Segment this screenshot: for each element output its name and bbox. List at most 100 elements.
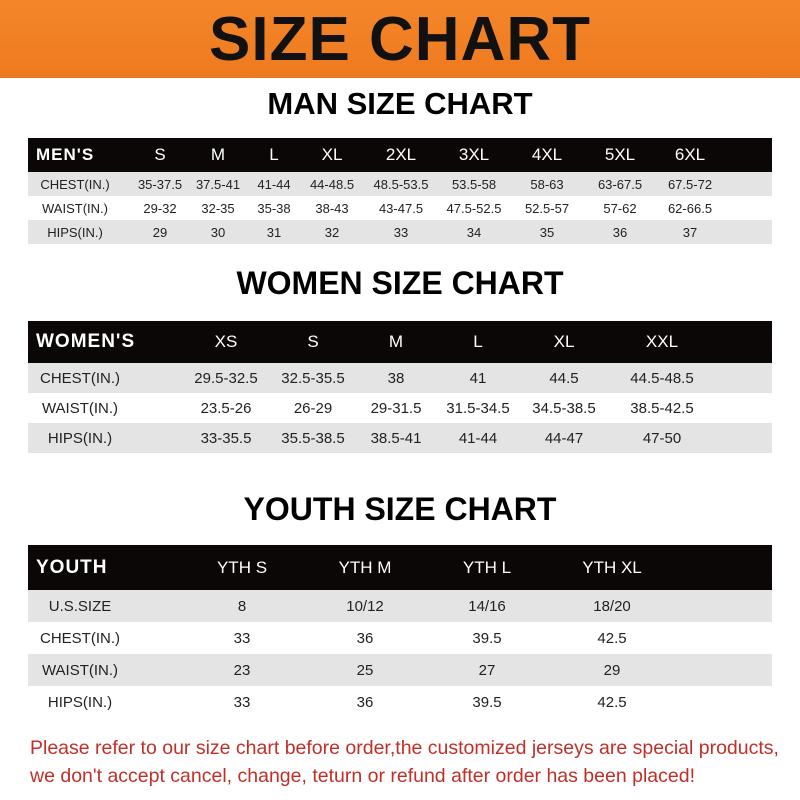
size-header-cell: 5XL xyxy=(604,145,636,164)
table-cell: 37.5-41 xyxy=(195,176,241,192)
table-cell: 63-67.5 xyxy=(597,176,643,192)
table-cell: 29 xyxy=(603,661,621,679)
table-row: WAIST(IN.) 23.5-26 26-29 29-31.5 31.5-34.5 34… xyxy=(28,393,772,423)
table-cell: 23.5-26 xyxy=(200,399,252,417)
measurement-label: WAIST(IN.) xyxy=(41,399,119,417)
table-cell: 48.5-53.5 xyxy=(373,176,429,192)
table-cell: 33-35.5 xyxy=(200,429,252,447)
table-cell: 62-66.5 xyxy=(667,200,713,216)
size-header-cell: 2XL xyxy=(385,145,417,164)
table-cell: 41-44 xyxy=(257,176,291,192)
measurement-label: CHEST(IN.) xyxy=(40,629,120,647)
youth-title: YOUTH SIZE CHART xyxy=(243,491,557,527)
table-cell: 37 xyxy=(682,224,698,240)
measurement-label: CHEST(IN.) xyxy=(40,176,110,192)
table-row: CHEST(IN.) 33 36 39.5 42.5 xyxy=(28,622,772,654)
table-cell: 36 xyxy=(612,224,628,240)
table-cell: 32.5-35.5 xyxy=(281,369,345,387)
table-cell: 8 xyxy=(237,597,247,615)
table-cell: 42.5 xyxy=(597,693,627,711)
measurement-label: HIPS(IN.) xyxy=(47,224,103,240)
table-cell: 58-63 xyxy=(530,176,564,192)
table-cell: 35 xyxy=(539,224,555,240)
size-header-cell: XXL xyxy=(645,332,679,351)
table-cell: 38.5-41 xyxy=(370,429,422,447)
size-header-cell: YTH S xyxy=(216,557,268,577)
size-header-cell: YTH L xyxy=(462,557,512,577)
table-cell: 53.5-58 xyxy=(451,176,497,192)
table-cell: 47-50 xyxy=(642,429,682,447)
table-cell: 44-48.5 xyxy=(309,176,355,192)
table-cell: 29.5-32.5 xyxy=(194,369,258,387)
size-header-cell: YTH XL xyxy=(582,557,642,577)
banner: SIZE CHART xyxy=(0,0,800,78)
table-cell: 33 xyxy=(393,224,409,240)
size-header-cell: L xyxy=(473,332,483,351)
size-header-cell: XS xyxy=(214,332,238,351)
table-cell: 35-37.5 xyxy=(137,176,183,192)
measurement-label: U.S.SIZE xyxy=(48,597,112,615)
table-title-cell: MEN'S xyxy=(36,145,95,164)
banner-title: SIZE CHART xyxy=(209,5,591,74)
table-cell: 29-31.5 xyxy=(370,399,422,417)
table-title-cell: YOUTH xyxy=(36,556,108,578)
table-cell: 34.5-38.5 xyxy=(532,399,596,417)
table-cell: 10/12 xyxy=(346,597,384,615)
size-header-cell: M xyxy=(388,332,404,351)
table-cell: 36 xyxy=(356,693,374,711)
size-header-cell: XL xyxy=(321,145,343,164)
table-cell: 18/20 xyxy=(593,597,631,615)
table-cell: 23 xyxy=(233,661,251,679)
table-cell: 42.5 xyxy=(597,629,627,647)
table-row: CHEST(IN.) 35-37.5 37.5-41 41-44 44-48.5 48.5… xyxy=(28,172,772,196)
size-header-cell: 6XL xyxy=(674,145,706,164)
table-cell: 29 xyxy=(152,224,168,240)
men-title: MAN SIZE CHART xyxy=(267,86,533,121)
size-header-cell: 4XL xyxy=(531,145,563,164)
women-title: WOMEN SIZE CHART xyxy=(236,265,564,301)
table-cell: 44.5 xyxy=(549,369,579,387)
measurement-label: HIPS(IN.) xyxy=(47,429,113,447)
table-cell: 27 xyxy=(478,661,496,679)
table-cell: 31 xyxy=(266,224,282,240)
table-cell: 39.5 xyxy=(472,629,502,647)
size-header-cell: XL xyxy=(553,332,575,351)
table-row: U.S.SIZE 8 10/12 14/16 18/20 xyxy=(28,590,772,622)
size-header-cell: M xyxy=(210,145,226,164)
table-cell: 32 xyxy=(324,224,340,240)
table-header-row: WOMEN'S XS S M L XL XXL xyxy=(28,321,772,363)
table-cell: 44-47 xyxy=(544,429,584,447)
table-cell: 36 xyxy=(356,629,374,647)
table-cell: 43-47.5 xyxy=(378,200,424,216)
table-row: WAIST(IN.) 23 25 27 29 xyxy=(28,654,772,686)
disclaimer-line-1: Please refer to our size chart before or… xyxy=(30,737,779,759)
table-cell: 14/16 xyxy=(468,597,506,615)
measurement-label: HIPS(IN.) xyxy=(47,693,113,711)
table-cell: 25 xyxy=(356,661,374,679)
table-cell: 33 xyxy=(233,693,251,711)
measurement-label: WAIST(IN.) xyxy=(42,200,108,216)
measurement-label: WAIST(IN.) xyxy=(41,661,119,679)
table-cell: 41-44 xyxy=(458,429,498,447)
table-title-cell: WOMEN'S xyxy=(36,331,136,352)
table-row: HIPS(IN.) 29 30 31 32 33 34 35 36 37 xyxy=(28,220,772,244)
size-header-cell: 3XL xyxy=(458,145,490,164)
table-cell: 33 xyxy=(233,629,251,647)
disclaimer-line-2: we don't accept cancel, change, teturn o… xyxy=(30,765,695,787)
table-row: HIPS(IN.) 33-35.5 35.5-38.5 38.5-41 41-44 44-… xyxy=(28,423,772,453)
table-header-row: YOUTH YTH S YTH M YTH L YTH XL xyxy=(28,545,772,590)
table-cell: 26-29 xyxy=(293,399,333,417)
table-row: WAIST(IN.) 29-32 32-35 35-38 38-43 43-47.5 47.… xyxy=(28,196,772,220)
table-cell: 38-43 xyxy=(315,200,349,216)
table-cell: 30 xyxy=(210,224,226,240)
table-cell: 67.5-72 xyxy=(667,176,713,192)
table-cell: 44.5-48.5 xyxy=(630,369,694,387)
table-cell: 32-35 xyxy=(201,200,235,216)
table-cell: 52.5-57 xyxy=(524,200,570,216)
table-cell: 41 xyxy=(469,369,487,387)
table-cell: 35.5-38.5 xyxy=(281,429,345,447)
table-cell: 57-62 xyxy=(603,200,637,216)
size-header-cell: L xyxy=(269,145,279,164)
table-cell: 29-32 xyxy=(143,200,177,216)
